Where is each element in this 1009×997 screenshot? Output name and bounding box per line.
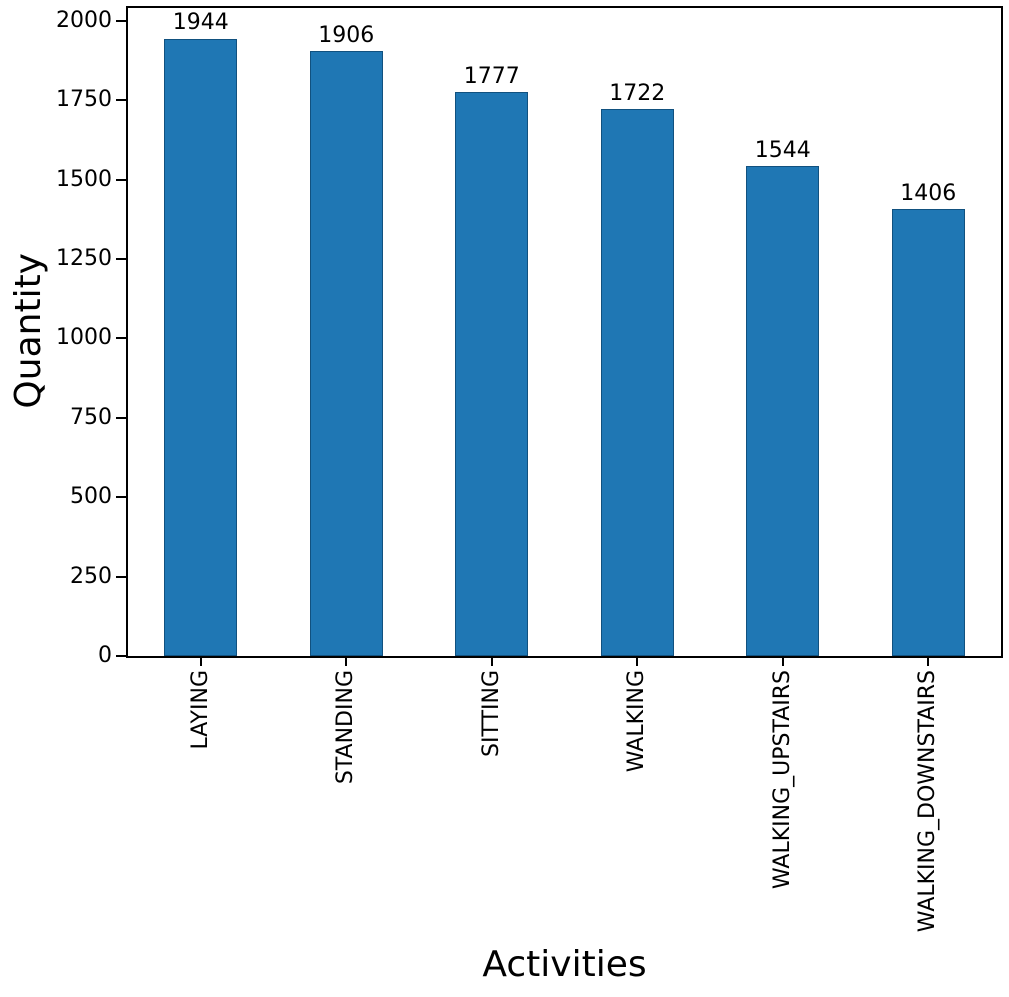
bar (309, 50, 383, 656)
x-axis-tick (636, 658, 639, 666)
y-tick-label: 750 (70, 404, 112, 430)
y-tick-label: 500 (70, 484, 112, 510)
x-tick-label-cell: WALKING_DOWNSTAIRS (856, 670, 1002, 950)
x-tick-label: SITTING (478, 670, 504, 757)
x-tick-label: WALKING (624, 670, 650, 773)
x-tick-label-cell: LAYING (128, 670, 274, 950)
bar (164, 38, 238, 656)
x-tick-label-cell: STANDING (274, 670, 420, 950)
y-axis-tick (116, 655, 126, 657)
bar (891, 209, 965, 656)
y-axis-tick (116, 178, 126, 181)
x-tick-label: STANDING (333, 670, 359, 785)
bar-value-label: 1406 (900, 181, 957, 207)
y-axis-tick (116, 19, 126, 22)
x-axis-tick (199, 658, 202, 666)
x-tick-label-cell: WALKING (565, 670, 711, 950)
x-tick-label-cell: SITTING (419, 670, 565, 950)
bar (600, 109, 674, 656)
y-axis-tick (116, 496, 126, 499)
y-tick-label: 2000 (56, 7, 112, 33)
bar-value-label: 1544 (754, 137, 811, 163)
y-axis-tick (116, 416, 126, 419)
bar-value-label: 1906 (318, 22, 375, 48)
bar-value-label: 1944 (172, 10, 229, 36)
x-axis-label: Activities (482, 944, 647, 985)
y-tick-label: 1750 (56, 87, 112, 113)
x-tick-label: LAYING (187, 670, 213, 750)
y-axis-tick (116, 337, 126, 340)
bar (746, 165, 820, 656)
y-axis-tick (116, 99, 126, 102)
y-tick-label: 1250 (56, 245, 112, 271)
plot-area: 1944 1906 1777 1722 1544 1406 (126, 6, 1003, 658)
y-axis-tick (116, 257, 126, 260)
x-tick-label-cell: WALKING_UPSTAIRS (710, 670, 856, 950)
y-axis-label: Quantity (7, 253, 49, 409)
bar-value-label: 1777 (463, 63, 520, 89)
x-tick-label: WALKING_UPSTAIRS (769, 670, 795, 890)
x-axis-tick (927, 658, 930, 666)
bar-value-label: 1722 (609, 81, 666, 106)
y-tick-label: 1000 (56, 325, 112, 351)
y-axis-label-wrap: Quantity (4, 6, 52, 656)
bar (455, 91, 529, 656)
y-tick-label: 250 (70, 563, 112, 589)
x-axis-tick (781, 658, 784, 666)
y-axis-tick (116, 575, 126, 578)
x-tick-label: WALKING_DOWNSTAIRS (915, 670, 941, 933)
x-axis-tick (490, 658, 493, 666)
x-axis-tick (345, 658, 348, 666)
y-tick-label: 0 (98, 643, 112, 668)
y-tick-label: 1500 (56, 166, 112, 192)
